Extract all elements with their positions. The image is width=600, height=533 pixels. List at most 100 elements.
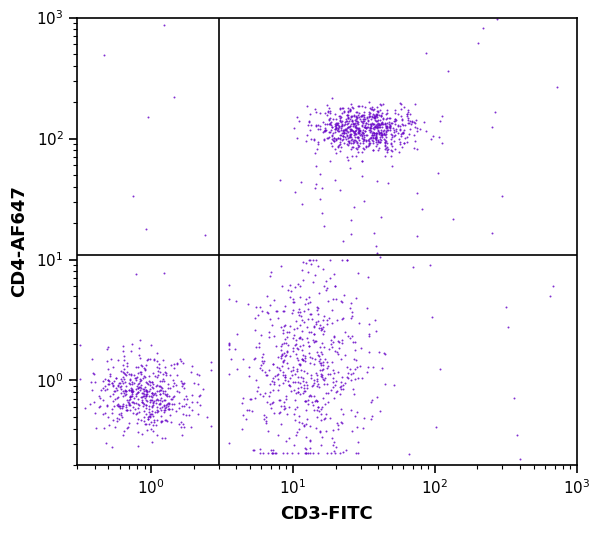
Point	[333, 127, 343, 136]
Point	[125, 393, 134, 402]
Point	[128, 398, 137, 406]
Point	[118, 378, 128, 387]
Point	[344, 139, 353, 147]
Point	[143, 379, 153, 388]
Point	[224, 370, 234, 378]
Point	[284, 434, 294, 443]
Point	[143, 415, 153, 423]
Point	[343, 120, 352, 128]
Point	[125, 392, 135, 400]
Point	[325, 157, 335, 166]
Point	[288, 363, 298, 372]
Point	[110, 386, 120, 395]
Point	[322, 277, 331, 286]
Point	[393, 109, 403, 118]
Point	[373, 138, 383, 146]
Point	[194, 391, 204, 400]
Point	[124, 386, 133, 394]
Point	[139, 364, 148, 372]
Point	[114, 379, 124, 387]
Point	[91, 408, 100, 417]
Point	[282, 328, 292, 337]
Point	[377, 109, 387, 117]
Point	[242, 405, 252, 414]
Point	[339, 126, 349, 134]
Point	[382, 123, 391, 131]
Point	[300, 354, 310, 362]
Point	[398, 121, 408, 130]
Point	[371, 110, 380, 119]
Point	[116, 382, 125, 390]
Point	[346, 125, 356, 133]
Point	[314, 138, 323, 146]
Point	[118, 400, 127, 409]
Point	[314, 324, 323, 332]
Point	[371, 109, 381, 118]
Point	[133, 414, 143, 423]
Point	[322, 119, 332, 128]
Point	[357, 121, 367, 130]
Point	[87, 354, 97, 363]
Point	[433, 168, 443, 177]
Point	[278, 357, 287, 365]
Point	[354, 129, 364, 138]
Point	[310, 149, 319, 157]
Point	[265, 314, 275, 323]
Point	[133, 403, 143, 412]
Point	[347, 311, 357, 320]
Point	[264, 392, 274, 400]
Point	[251, 342, 260, 351]
Point	[89, 398, 99, 407]
Point	[497, 192, 506, 200]
Point	[269, 449, 278, 457]
Point	[515, 455, 525, 463]
Point	[160, 387, 170, 395]
Point	[374, 146, 383, 154]
Point	[125, 379, 134, 388]
Point	[305, 443, 315, 452]
Point	[316, 428, 325, 437]
Point	[158, 433, 167, 442]
Point	[265, 380, 275, 389]
Point	[103, 376, 113, 385]
Point	[376, 111, 386, 119]
Point	[115, 401, 124, 410]
Point	[401, 133, 410, 142]
Point	[377, 213, 386, 222]
Point	[172, 360, 181, 369]
Point	[316, 361, 326, 369]
Point	[346, 299, 356, 308]
Point	[367, 398, 376, 407]
Point	[391, 115, 400, 123]
Point	[341, 134, 351, 143]
Point	[317, 366, 327, 374]
Point	[127, 340, 136, 349]
Point	[376, 136, 386, 144]
Point	[262, 371, 272, 379]
Point	[299, 276, 308, 285]
Point	[163, 417, 172, 425]
Point	[369, 119, 379, 128]
Point	[133, 388, 142, 397]
Point	[386, 152, 395, 161]
Point	[358, 115, 367, 124]
Point	[328, 115, 338, 124]
Point	[327, 131, 337, 139]
Point	[275, 176, 284, 184]
Point	[377, 131, 386, 140]
Point	[152, 387, 162, 395]
Point	[374, 111, 384, 119]
Point	[364, 348, 374, 356]
Point	[369, 113, 379, 122]
Point	[346, 125, 356, 134]
Point	[367, 414, 376, 423]
Point	[249, 354, 259, 363]
Point	[312, 397, 322, 406]
Point	[149, 397, 158, 405]
Point	[355, 124, 364, 133]
Point	[313, 382, 322, 390]
Point	[421, 49, 431, 57]
Point	[292, 350, 301, 358]
Point	[343, 108, 353, 117]
Point	[115, 404, 125, 413]
